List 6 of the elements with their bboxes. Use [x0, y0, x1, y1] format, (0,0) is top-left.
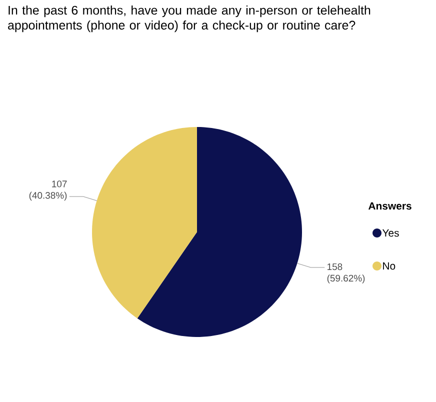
- legend-title: Answers: [368, 202, 412, 210]
- legend-label: Yes: [382, 229, 399, 237]
- chart-title: In the past 6 months, have you made any in-person or telehealth appointments (phone or video) for a check-up or routine care?: [8, 6, 370, 32]
- data-label: 107 (40.38%): [29, 180, 67, 201]
- legend-label: No: [383, 262, 396, 270]
- data-label: 158 (59.62%): [327, 263, 365, 284]
